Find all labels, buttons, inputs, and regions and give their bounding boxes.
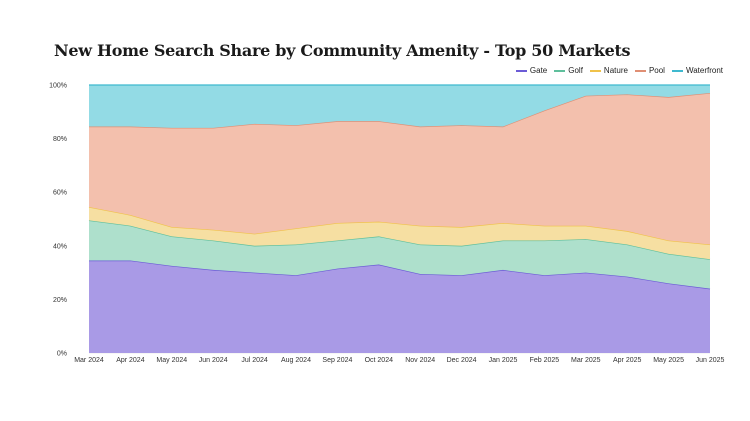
- x-tick-label: Apr 2024: [116, 357, 145, 364]
- legend-item-golf[interactable]: Golf: [554, 66, 583, 75]
- area-gate: [89, 260, 710, 353]
- x-tick-label: Jun 2025: [696, 357, 725, 364]
- x-tick-label: Mar 2025: [571, 357, 601, 364]
- legend-label-nature: Nature: [603, 66, 628, 75]
- x-tick-label: Jun 2024: [199, 357, 228, 364]
- y-tick-label: 40%: [53, 243, 67, 250]
- area-golf: [89, 220, 710, 289]
- x-tick-label: Aug 2024: [281, 357, 311, 364]
- x-tick-label: Jul 2024: [241, 357, 268, 364]
- x-tick-label: Mar 2024: [74, 357, 104, 364]
- x-tick-label: May 2025: [653, 357, 684, 364]
- legend-swatch-nature: [589, 69, 601, 72]
- y-tick-label: 20%: [53, 297, 67, 304]
- chart-title: New Home Search Share by Community Ameni…: [54, 41, 631, 60]
- legend-swatch-gate: [515, 69, 527, 72]
- y-tick-label: 80%: [53, 136, 67, 143]
- legend-item-gate[interactable]: Gate: [515, 66, 548, 75]
- legend-label-waterfront: Waterfront: [685, 66, 723, 75]
- legend-label-pool: Pool: [648, 66, 665, 75]
- legend-swatch-waterfront: [671, 69, 683, 72]
- area-pool: [89, 93, 710, 245]
- y-tick-label: 100%: [49, 83, 67, 90]
- legend-label-golf: Golf: [568, 66, 583, 75]
- x-tick-label: May 2024: [156, 357, 187, 364]
- x-tick-label: Nov 2024: [405, 357, 435, 364]
- x-tick-label: Dec 2024: [447, 357, 477, 364]
- legend-label-gate: Gate: [529, 66, 548, 75]
- x-tick-label: Apr 2025: [613, 357, 642, 364]
- legend-swatch-golf: [554, 69, 566, 72]
- x-tick-label: Feb 2025: [530, 357, 560, 364]
- area-waterfront: [89, 85, 710, 128]
- legend-item-nature[interactable]: Nature: [589, 66, 628, 75]
- legend-item-pool[interactable]: Pool: [634, 66, 665, 75]
- legend-item-waterfront[interactable]: Waterfront: [671, 66, 723, 75]
- x-tick-label: Sep 2024: [322, 357, 352, 364]
- legend-swatch-pool: [634, 69, 646, 72]
- area-nature: [89, 206, 710, 260]
- legend: Gate Golf Nature Pool Waterfront: [515, 66, 723, 75]
- y-tick-label: 0%: [57, 351, 67, 358]
- x-tick-label: Oct 2024: [365, 357, 394, 364]
- line-nature: [88, 206, 711, 246]
- y-tick-label: 60%: [53, 190, 67, 197]
- x-tick-label: Jan 2025: [489, 357, 518, 364]
